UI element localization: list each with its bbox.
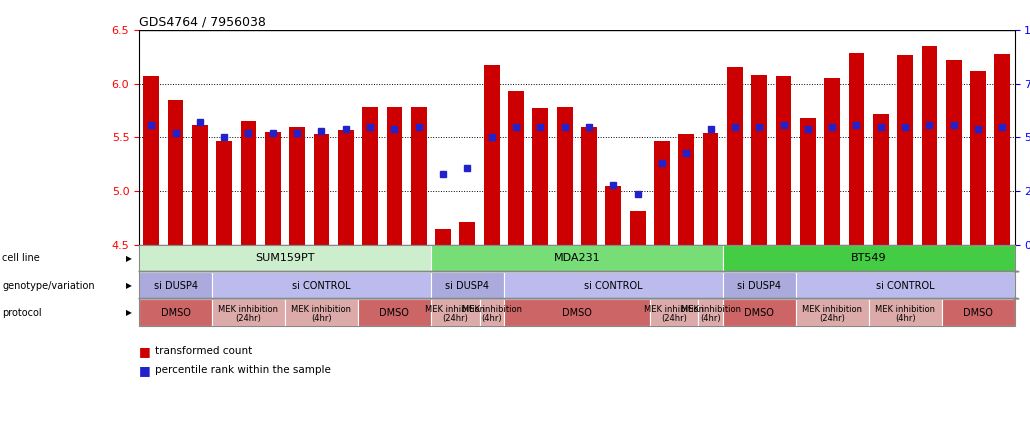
Bar [606, 186, 621, 245]
Text: (4hr): (4hr) [700, 314, 721, 323]
Text: ▶: ▶ [126, 254, 132, 263]
Text: MEK inhibition: MEK inhibition [644, 305, 705, 314]
Bar [508, 91, 524, 245]
Text: SUM159PT: SUM159PT [255, 253, 315, 264]
Bar [800, 118, 816, 245]
Bar [459, 222, 475, 245]
Text: protocol: protocol [2, 308, 41, 318]
Text: MEK inhibition: MEK inhibition [218, 305, 278, 314]
Bar [776, 76, 791, 245]
Text: genotype/variation: genotype/variation [2, 280, 95, 291]
Bar [241, 121, 256, 245]
Text: (4hr): (4hr) [311, 314, 332, 323]
Text: MEK inhibition: MEK inhibition [802, 305, 862, 314]
Text: si CONTROL: si CONTROL [293, 280, 351, 291]
Text: DMSO: DMSO [561, 308, 592, 318]
Text: BT549: BT549 [851, 253, 887, 264]
Text: (4hr): (4hr) [895, 314, 916, 323]
Text: DMSO: DMSO [379, 308, 409, 318]
Bar [849, 53, 864, 245]
Bar [313, 134, 330, 245]
Text: (24hr): (24hr) [661, 314, 687, 323]
Bar [679, 134, 694, 245]
Bar [824, 78, 840, 245]
Bar [995, 55, 1010, 245]
Bar [629, 211, 646, 245]
Text: (4hr): (4hr) [481, 314, 502, 323]
Bar [751, 75, 767, 245]
Bar [897, 55, 913, 245]
Text: percentile rank within the sample: percentile rank within the sample [154, 365, 331, 375]
Text: si CONTROL: si CONTROL [876, 280, 934, 291]
Text: si CONTROL: si CONTROL [584, 280, 643, 291]
Text: DMSO: DMSO [745, 308, 775, 318]
Text: GDS4764 / 7956038: GDS4764 / 7956038 [139, 16, 266, 28]
Bar [386, 107, 403, 245]
Bar [143, 76, 159, 245]
Text: DMSO: DMSO [963, 308, 993, 318]
Text: ▶: ▶ [126, 308, 132, 317]
Text: MEK inhibition: MEK inhibition [291, 305, 351, 314]
Bar [581, 127, 596, 245]
Text: si DUSP4: si DUSP4 [445, 280, 489, 291]
Bar [970, 71, 986, 245]
Bar [702, 133, 719, 245]
Bar [946, 60, 962, 245]
Text: MEK inhibition: MEK inhibition [461, 305, 521, 314]
Text: MEK inhibition: MEK inhibition [681, 305, 741, 314]
Bar [338, 130, 353, 245]
Bar [922, 46, 937, 245]
Text: ■: ■ [139, 345, 150, 357]
Text: transformed count: transformed count [154, 346, 251, 356]
Bar [216, 141, 232, 245]
Bar [727, 67, 743, 245]
Bar [192, 124, 208, 245]
Bar [363, 107, 378, 245]
Bar [435, 229, 451, 245]
Text: DMSO: DMSO [161, 308, 191, 318]
Text: (24hr): (24hr) [819, 314, 845, 323]
Text: si DUSP4: si DUSP4 [737, 280, 781, 291]
Bar [872, 114, 889, 245]
Bar [289, 127, 305, 245]
Bar [168, 100, 183, 245]
Text: cell line: cell line [2, 253, 40, 264]
Text: ■: ■ [139, 364, 150, 376]
Text: MEK inhibition: MEK inhibition [425, 305, 485, 314]
Text: (24hr): (24hr) [236, 314, 262, 323]
Text: MDA231: MDA231 [553, 253, 600, 264]
Text: si DUSP4: si DUSP4 [153, 280, 198, 291]
Bar [557, 107, 573, 245]
Bar [265, 132, 281, 245]
Bar [411, 107, 426, 245]
Text: ▶: ▶ [126, 281, 132, 290]
Text: MEK inhibition: MEK inhibition [876, 305, 935, 314]
Bar [654, 141, 670, 245]
Bar [533, 108, 548, 245]
Bar [484, 65, 500, 245]
Text: (24hr): (24hr) [442, 314, 469, 323]
